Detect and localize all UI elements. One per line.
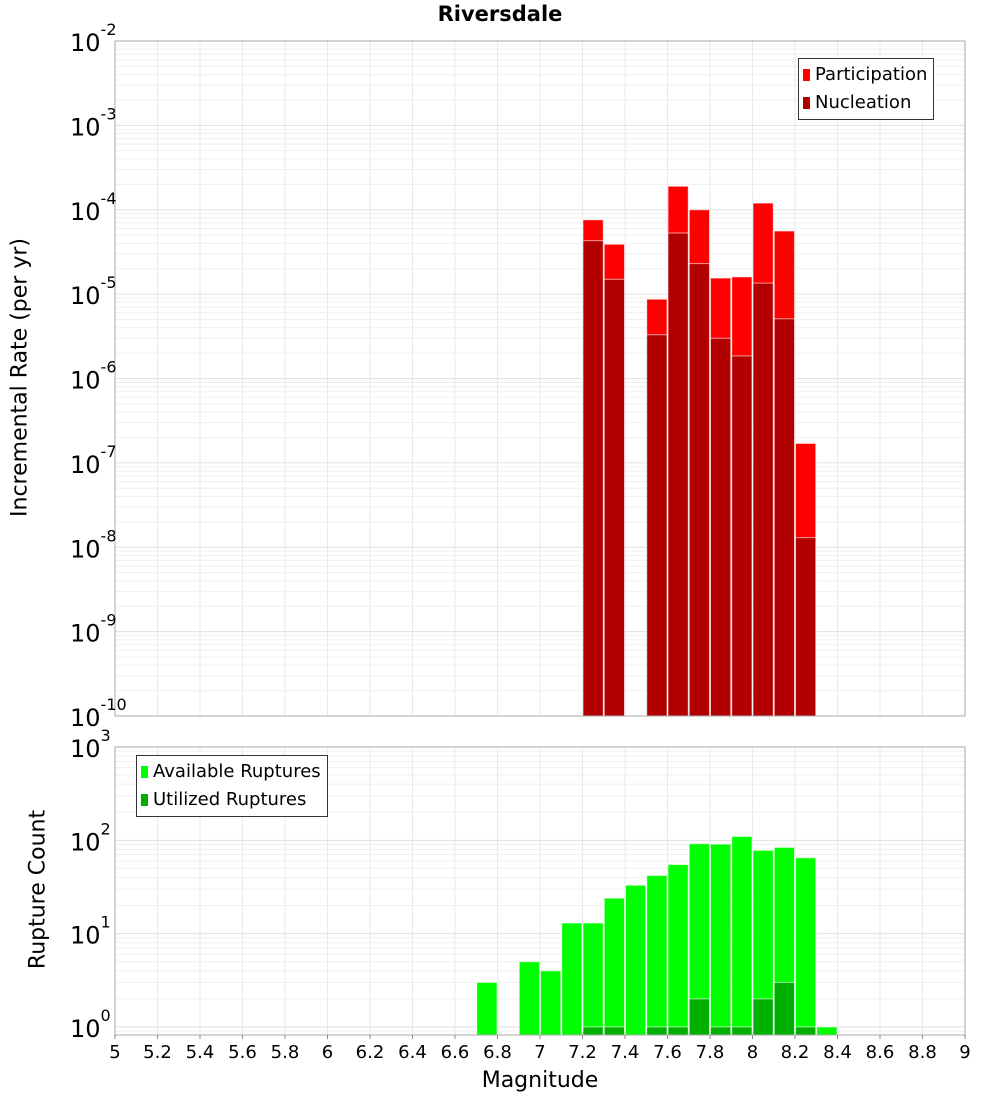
legend-item-nucleation: Nucleation — [803, 89, 927, 117]
bottom-legend: Available Ruptures Utilized Ruptures — [136, 755, 328, 817]
y-tick-label: 10-3 — [70, 104, 117, 141]
bar-available-ruptures — [625, 884, 647, 1036]
y-tick-label: 10-8 — [70, 526, 117, 563]
bar-available-ruptures — [603, 897, 625, 1036]
top-legend: Participation Nucleation — [798, 58, 935, 120]
legend-item-available: Available Ruptures — [141, 758, 321, 786]
bar-utilized-ruptures — [731, 1026, 753, 1036]
bar-available-ruptures — [816, 1026, 838, 1036]
x-tick-label: 7 — [534, 1042, 545, 1063]
x-tick-label: 6.6 — [441, 1042, 470, 1063]
x-tick-label: 8.4 — [823, 1042, 852, 1063]
bar-nucleation — [603, 278, 625, 717]
bar-available-ruptures — [561, 922, 583, 1036]
x-tick-label: 8.2 — [781, 1042, 810, 1063]
bar-utilized-ruptures — [603, 1026, 625, 1036]
x-tick-label: 7.8 — [696, 1042, 725, 1063]
x-tick-label: 7.6 — [653, 1042, 682, 1063]
y-tick-label: 102 — [70, 819, 111, 856]
legend-item-utilized: Utilized Ruptures — [141, 786, 321, 814]
bar-available-ruptures — [667, 864, 689, 1036]
x-tick-label: 5.2 — [143, 1042, 172, 1063]
bar-nucleation — [646, 334, 668, 717]
legend-label: Available Ruptures — [153, 761, 321, 782]
y-tick-label: 10-6 — [70, 358, 117, 395]
bar-utilized-ruptures — [667, 1026, 689, 1036]
bar-available-ruptures — [710, 843, 732, 1036]
top-plot-frame — [114, 40, 966, 717]
bar-utilized-ruptures — [773, 981, 795, 1036]
legend-label: Nucleation — [815, 92, 912, 113]
x-tick-label: 6.2 — [356, 1042, 385, 1063]
x-tick-label: 6.8 — [483, 1042, 512, 1063]
x-tick-label: 7.4 — [611, 1042, 640, 1063]
bar-utilized-ruptures — [688, 998, 710, 1036]
bar-utilized-ruptures — [752, 998, 774, 1036]
bar-nucleation — [582, 240, 604, 717]
x-tick-label: 7.2 — [568, 1042, 597, 1063]
y-tick-label: 10-2 — [70, 20, 117, 57]
y-tick-label: 10-4 — [70, 189, 117, 226]
bar-utilized-ruptures — [795, 1026, 817, 1036]
bar-utilized-ruptures — [582, 1026, 604, 1036]
x-tick-label: 5.6 — [228, 1042, 257, 1063]
y-tick-label: 10-5 — [70, 273, 117, 310]
legend-label: Participation — [815, 64, 928, 85]
x-tick-label: 8.6 — [866, 1042, 895, 1063]
bar-nucleation — [667, 232, 689, 717]
bar-nucleation — [773, 318, 795, 717]
bar-nucleation — [710, 337, 732, 717]
y-tick-label: 10-7 — [70, 442, 117, 479]
bar-nucleation — [752, 282, 774, 717]
bar-available-ruptures — [540, 970, 562, 1036]
bar-utilized-ruptures — [710, 1026, 732, 1036]
x-tick-label: 8.8 — [908, 1042, 937, 1063]
bar-available-ruptures — [582, 922, 604, 1036]
bar-available-ruptures — [646, 874, 668, 1036]
bar-available-ruptures — [476, 981, 498, 1036]
bar-available-ruptures — [795, 857, 817, 1036]
legend-item-participation: Participation — [803, 61, 927, 89]
top-plot: 10-10 10-9 10-8 10-7 10-6 10-5 10-4 10-3 10-2 — [70, 20, 966, 732]
bar-nucleation — [688, 263, 710, 717]
bar-utilized-ruptures — [646, 1026, 668, 1036]
x-tick-label: 5.4 — [186, 1042, 215, 1063]
x-tick-label: 6.4 — [398, 1042, 427, 1063]
x-axis-label: Magnitude — [481, 1068, 599, 1093]
chart-title: Riversdale — [437, 2, 563, 26]
y-tick-label: 10-9 — [70, 611, 117, 648]
x-tick-label: 6 — [322, 1042, 333, 1063]
x-tick-label: 9 — [959, 1042, 970, 1063]
bottom-y-axis-label: Rupture Count — [25, 809, 51, 970]
x-tick-label: 8 — [747, 1042, 758, 1063]
bar-available-ruptures — [731, 835, 753, 1036]
y-tick-label: 101 — [70, 913, 111, 950]
bar-nucleation — [731, 355, 753, 717]
y-tick-label: 10-10 — [70, 695, 127, 732]
legend-label: Utilized Ruptures — [153, 789, 307, 810]
bar-nucleation — [795, 537, 817, 717]
bar-available-ruptures — [518, 961, 540, 1036]
y-tick-label: 100 — [70, 1006, 111, 1043]
top-y-axis-label: Incremental Rate (per yr) — [7, 238, 33, 517]
x-tick-label: 5 — [109, 1042, 120, 1063]
x-tick-label: 5.8 — [271, 1042, 300, 1063]
